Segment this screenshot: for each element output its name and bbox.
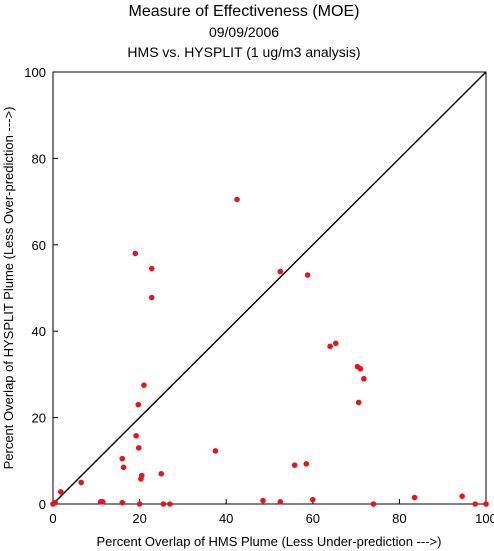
data-point bbox=[160, 501, 167, 507]
chart-subtitle-analysis: HMS vs. HYSPLIT (1 ug/m3 analysis) bbox=[127, 44, 360, 60]
data-point bbox=[277, 268, 284, 275]
data-point bbox=[332, 340, 339, 347]
data-point bbox=[370, 501, 377, 507]
data-point bbox=[148, 265, 155, 272]
data-point bbox=[132, 250, 139, 257]
data-point bbox=[303, 461, 310, 467]
data-point bbox=[472, 501, 478, 507]
data-point bbox=[310, 496, 316, 503]
data-point bbox=[260, 497, 266, 504]
y-tick-label: 60 bbox=[32, 238, 46, 253]
y-tick-label: 20 bbox=[32, 411, 46, 426]
data-point bbox=[158, 470, 165, 477]
data-point bbox=[138, 472, 145, 479]
data-point bbox=[119, 455, 126, 462]
data-point bbox=[212, 448, 219, 454]
data-point bbox=[291, 462, 298, 468]
data-point bbox=[119, 499, 126, 506]
x-tick-label: 60 bbox=[306, 511, 320, 526]
data-point bbox=[120, 464, 127, 471]
x-axis-ticks: 0 20 40 60 80 100 bbox=[49, 499, 494, 526]
data-point bbox=[483, 501, 489, 507]
data-point bbox=[357, 365, 364, 372]
data-point bbox=[355, 399, 362, 406]
y-axis-ticks: 0 20 40 60 80 100 bbox=[24, 65, 58, 512]
chart-subtitle-date: 09/09/2006 bbox=[209, 24, 279, 40]
data-point bbox=[133, 432, 139, 439]
x-tick-label: 20 bbox=[132, 511, 146, 526]
x-tick-label: 40 bbox=[219, 511, 233, 526]
chart-title: Measure of Effectiveness (MOE) bbox=[129, 3, 360, 20]
y-tick-label: 80 bbox=[32, 151, 46, 166]
data-point bbox=[99, 499, 106, 505]
data-point bbox=[277, 499, 284, 505]
data-point bbox=[411, 494, 418, 501]
y-tick-label: 0 bbox=[39, 497, 46, 512]
plot-frame bbox=[52, 71, 487, 505]
data-point bbox=[459, 493, 465, 500]
data-point bbox=[52, 499, 58, 506]
data-point bbox=[327, 343, 333, 350]
data-point bbox=[141, 382, 147, 389]
y-axis-label: Percent Overlap of HYSPLIT Plume (Less O… bbox=[1, 107, 16, 470]
x-tick-label: 0 bbox=[49, 511, 56, 526]
data-point bbox=[304, 272, 311, 278]
x-tick-label: 100 bbox=[475, 511, 494, 526]
data-point bbox=[361, 375, 367, 382]
data-point bbox=[78, 479, 84, 486]
y-tick-label: 40 bbox=[32, 324, 46, 339]
x-axis-label: Percent Overlap of HMS Plume (Less Under… bbox=[97, 534, 442, 549]
data-point bbox=[57, 489, 64, 495]
data-point bbox=[135, 445, 142, 451]
y-tick-label: 100 bbox=[24, 65, 46, 80]
data-point bbox=[148, 294, 155, 301]
x-tick-label: 80 bbox=[392, 511, 406, 526]
data-point bbox=[234, 196, 240, 203]
data-point bbox=[167, 501, 173, 507]
data-point bbox=[135, 401, 142, 408]
data-points bbox=[50, 196, 489, 507]
reference-line-layer bbox=[52, 71, 487, 505]
data-point bbox=[136, 501, 143, 507]
one-to-one-reference-line bbox=[52, 71, 487, 505]
